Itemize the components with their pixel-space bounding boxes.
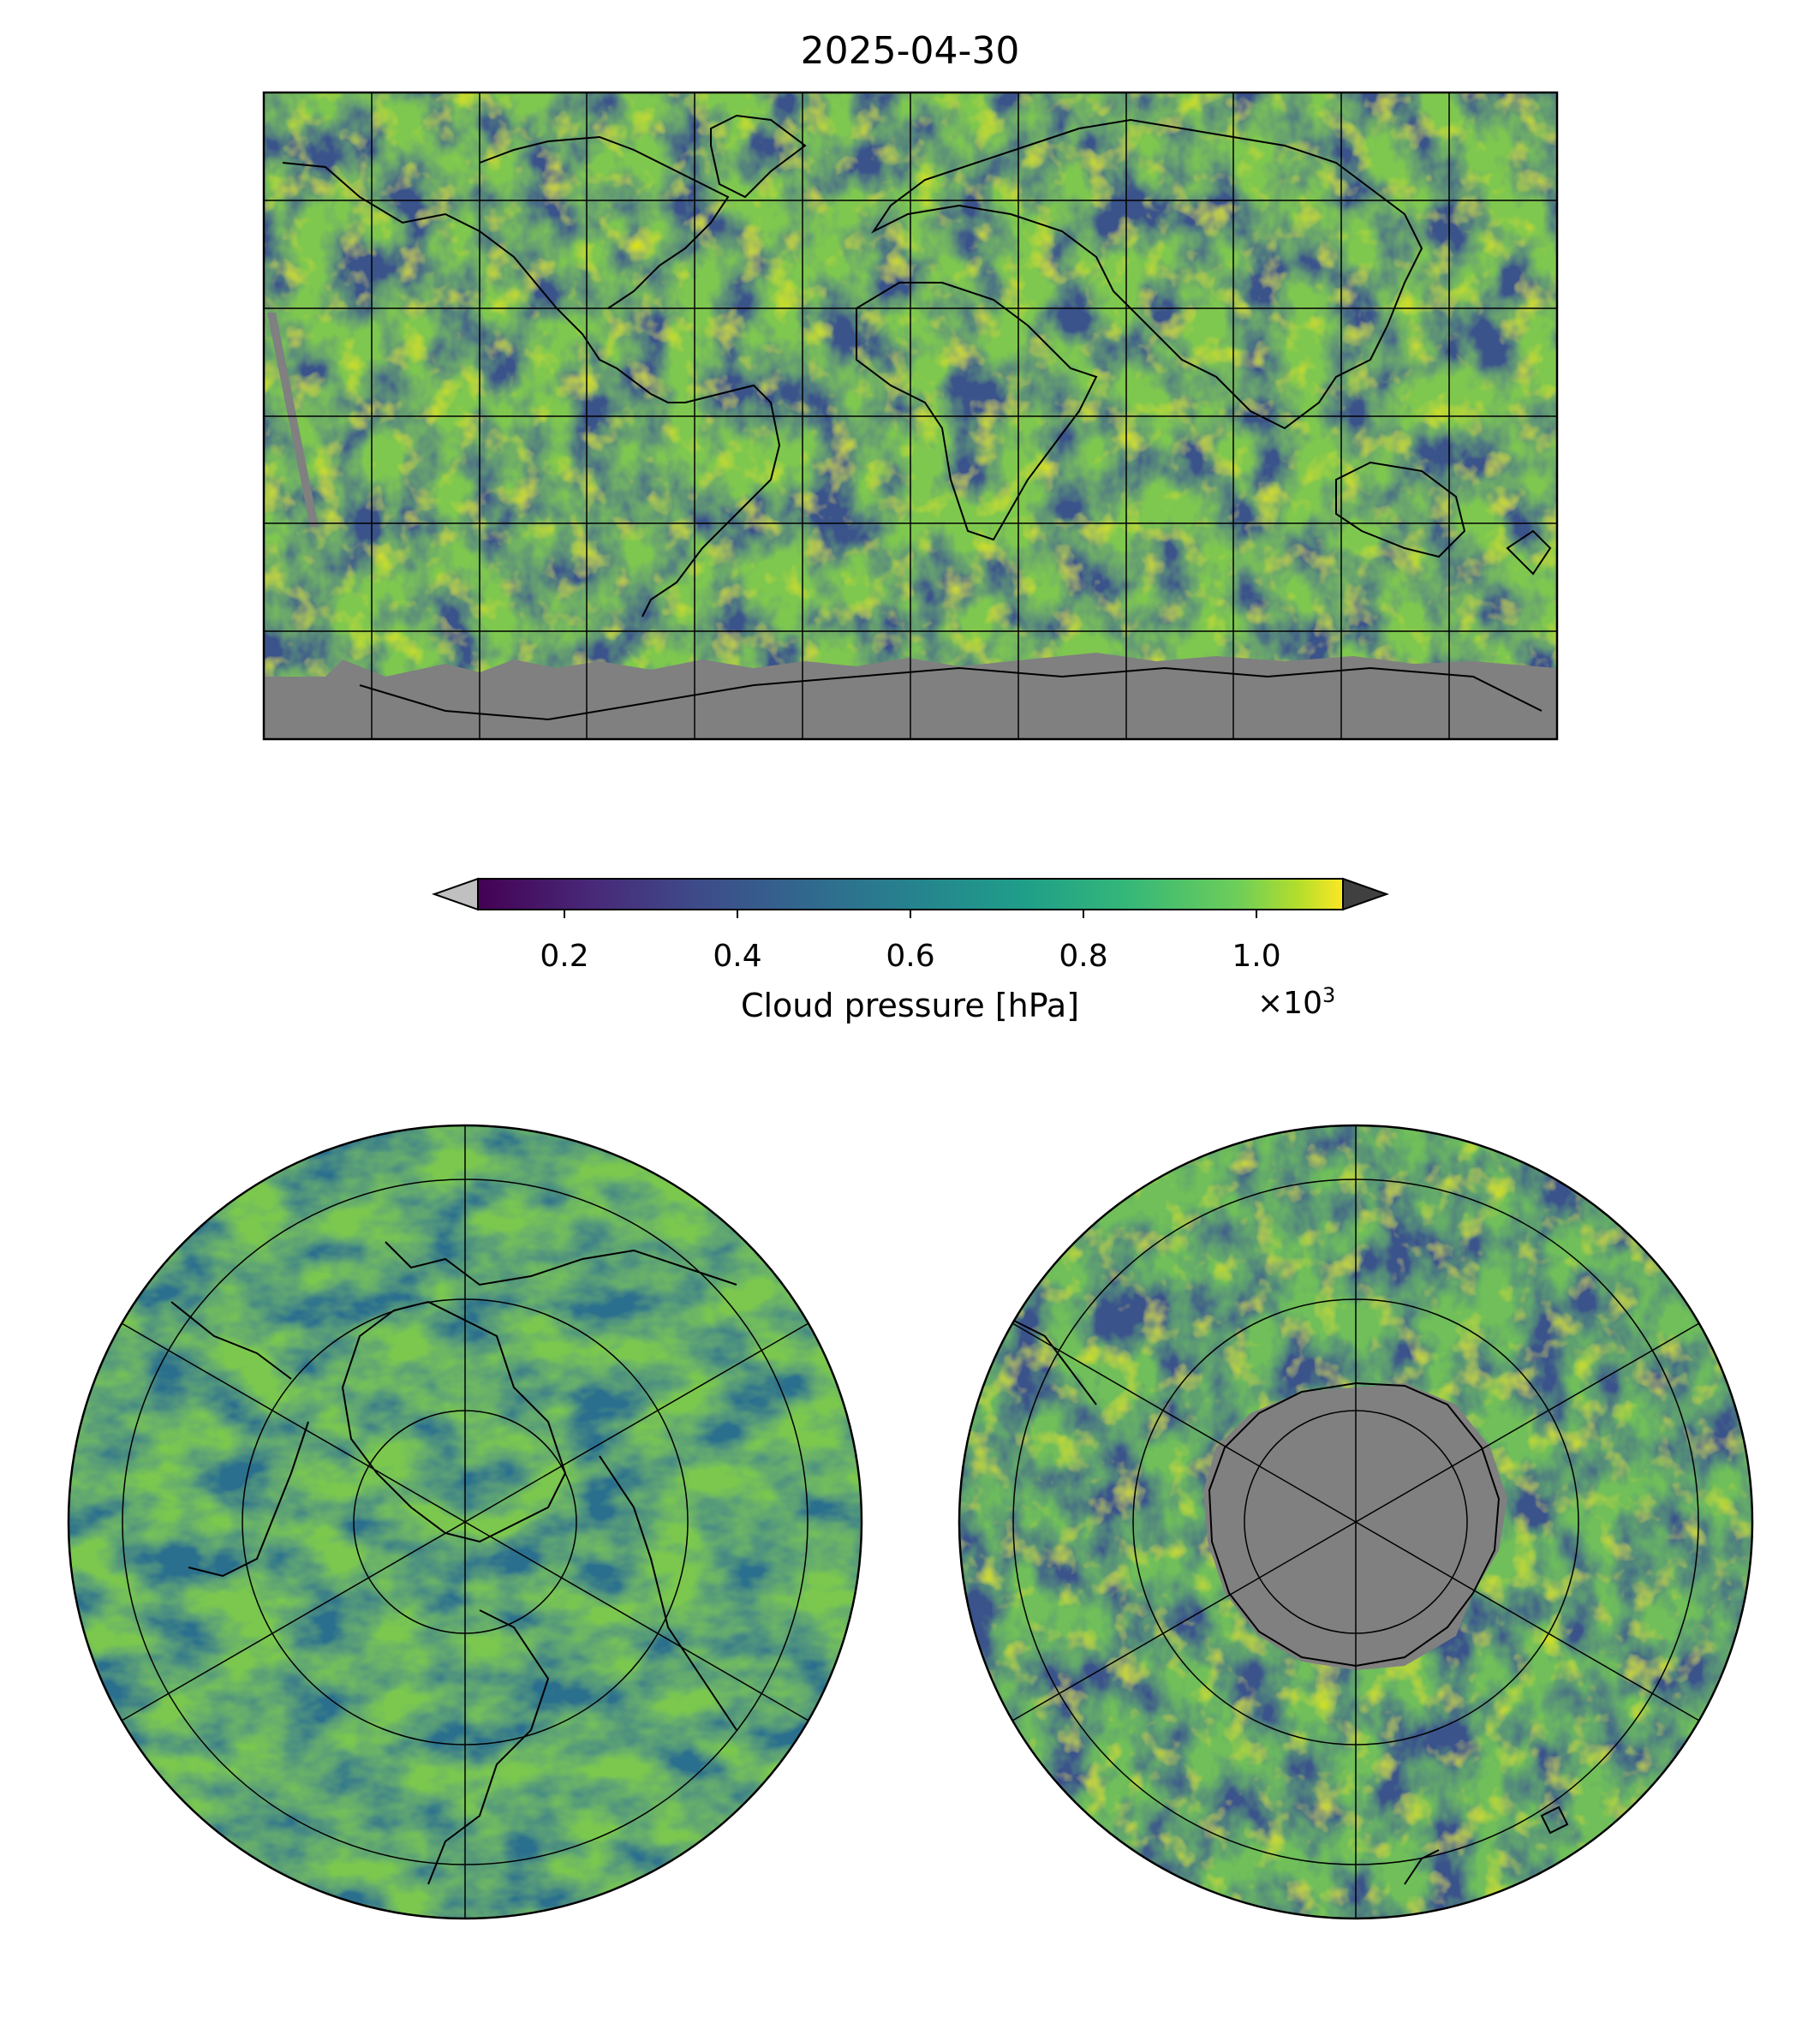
colorbar-gradient: [478, 879, 1343, 910]
colorbar-tick-label: 0.4: [713, 939, 762, 974]
global-map-frame: [262, 91, 1559, 741]
colorbar-tick-label: 0.8: [1059, 939, 1108, 974]
north-polar-frame: [67, 1124, 863, 1920]
colorbar: [431, 877, 1390, 918]
north-polar-map: [69, 1125, 862, 1919]
colorbar-tick-label: 0.6: [886, 939, 935, 974]
gridlines-global: [264, 92, 1557, 739]
colorbar-tick-label: 0.2: [540, 939, 589, 974]
global-map: [264, 92, 1557, 739]
missing-swath: [267, 313, 319, 527]
south-polar-map: [959, 1125, 1752, 1919]
colorbar-tick-label: 1.0: [1232, 939, 1281, 974]
colorbar-multiplier: ×103: [1257, 983, 1335, 1021]
colorbar-tick-marks: [564, 910, 1257, 918]
colorbar-label: Cloud pressure [hPa]: [740, 987, 1080, 1024]
colorbar-multiplier-base: ×10: [1257, 986, 1322, 1021]
colorbar-under-extension: [431, 877, 479, 911]
colorbar-multiplier-exponent: 3: [1322, 983, 1336, 1007]
gridlines-north: [121, 1125, 809, 1919]
coastlines-north: [170, 1241, 737, 1885]
south-polar-frame: [958, 1124, 1754, 1920]
colorbar-over-extension: [1342, 877, 1390, 911]
gridlines-south: [1011, 1125, 1700, 1919]
map-title: 2025-04-30: [800, 29, 1020, 73]
coastlines: [282, 114, 1552, 721]
